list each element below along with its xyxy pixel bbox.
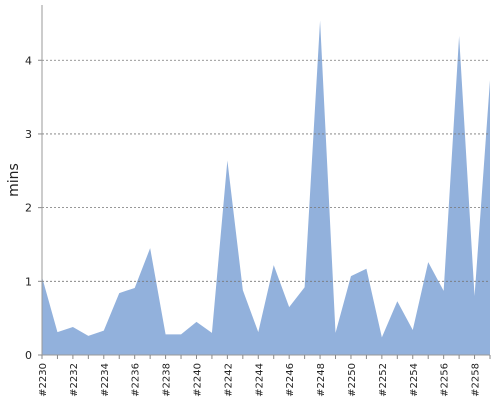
x-tick-label: #2248 — [316, 363, 327, 397]
x-tick-label: #2252 — [378, 363, 389, 397]
y-tick-label: 0 — [25, 349, 32, 362]
x-tick-label: #2230 — [38, 363, 49, 397]
x-tick-label: #2236 — [131, 363, 142, 397]
y-tick-label: 4 — [25, 54, 32, 67]
x-tick-label: #2254 — [409, 363, 420, 397]
x-tick-label: #2238 — [162, 363, 173, 397]
x-tick-label: #2246 — [285, 363, 296, 397]
x-tick-label: #2240 — [192, 363, 203, 397]
y-axis-label: mins — [6, 163, 22, 197]
x-tick-label: #2242 — [223, 363, 234, 397]
x-tick-label: #2258 — [471, 363, 482, 397]
x-tick-label: #2244 — [254, 363, 265, 397]
area — [42, 20, 490, 355]
x-tick-label: #2234 — [100, 363, 111, 397]
x-tick-label: #2232 — [69, 363, 80, 397]
x-tick-label: #2250 — [347, 363, 358, 397]
y-tick-label: 1 — [25, 275, 32, 288]
y-tick-label: 2 — [25, 202, 32, 215]
x-tick-label: #2256 — [440, 363, 451, 397]
y-tick-label: 3 — [25, 128, 32, 141]
